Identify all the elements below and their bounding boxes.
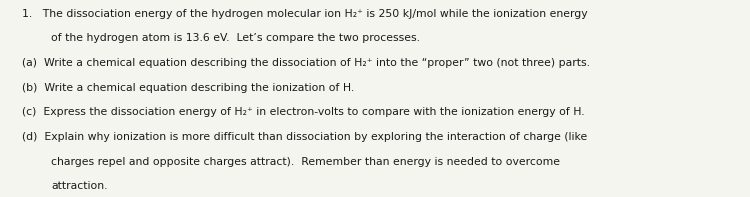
Text: charges repel and opposite charges attract).  Remember than energy is needed to : charges repel and opposite charges attra… <box>51 157 560 167</box>
Text: (d)  Explain why ionization is more difficult than dissociation by exploring the: (d) Explain why ionization is more diffi… <box>22 132 588 142</box>
Text: of the hydrogen atom is 13.6 eV.  Let’s compare the two processes.: of the hydrogen atom is 13.6 eV. Let’s c… <box>51 33 420 44</box>
Text: (a)  Write a chemical equation describing the dissociation of H₂⁺ into the “prop: (a) Write a chemical equation describing… <box>22 58 590 68</box>
Text: 1.   The dissociation energy of the hydrogen molecular ion H₂⁺ is 250 kJ/mol whi: 1. The dissociation energy of the hydrog… <box>22 9 588 19</box>
Text: attraction.: attraction. <box>51 181 107 191</box>
Text: (b)  Write a chemical equation describing the ionization of H.: (b) Write a chemical equation describing… <box>22 83 355 93</box>
Text: (c)  Express the dissociation energy of H₂⁺ in electron-volts to compare with th: (c) Express the dissociation energy of H… <box>22 107 585 117</box>
